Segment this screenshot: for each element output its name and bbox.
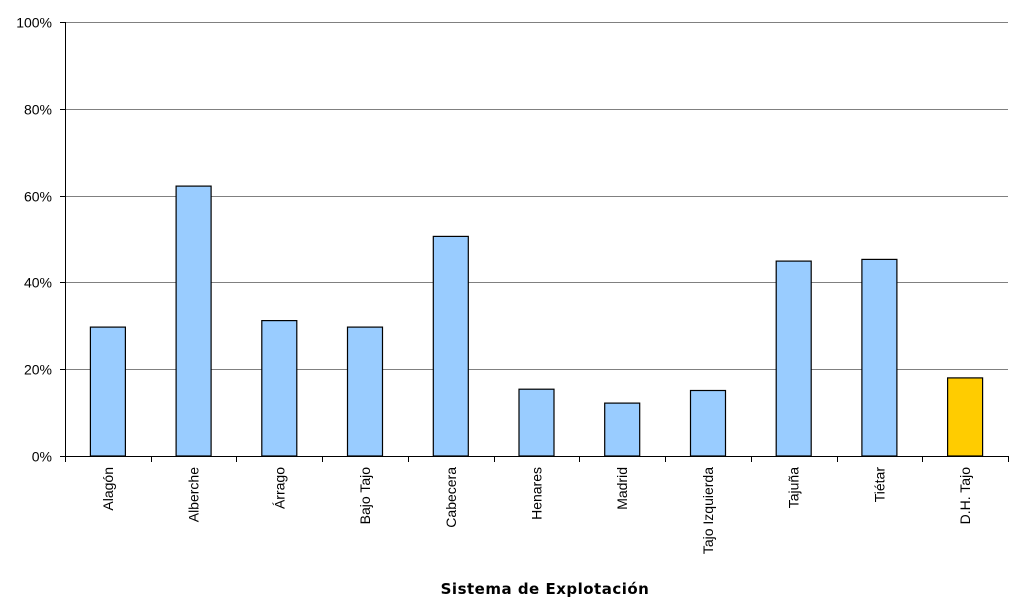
- x-axis-ticks: Alagón Alberche Árrago Bajo Tajo Cabecera Hen…: [65, 456, 1009, 554]
- bar-d-h-tajo: [946, 377, 984, 457]
- x-tick-label: D.H. Tajo: [957, 467, 973, 525]
- x-tick-label: Bajo Tajo: [357, 467, 373, 525]
- y-tick-label: 20%: [24, 362, 52, 378]
- y-tick-label: 100%: [16, 15, 52, 31]
- y-tick-label: 60%: [24, 189, 52, 205]
- x-tick-label: Cabecera: [443, 467, 459, 528]
- y-tick-label: 80%: [24, 102, 52, 118]
- x-tick-label: Árrago: [271, 467, 287, 509]
- y-axis-ticks: 0% 20% 40% 60% 80% 100%: [16, 15, 65, 465]
- x-tick-label: Henares: [529, 467, 545, 520]
- x-tick-label: Alberche: [186, 467, 202, 522]
- bar-ti-tar: [861, 258, 898, 457]
- y-tick-label: 40%: [24, 275, 52, 291]
- x-tick-label: Tiétar: [871, 467, 887, 503]
- bars: [89, 185, 984, 457]
- bar-cabecera: [432, 235, 469, 457]
- bar-henares: [518, 388, 555, 457]
- bar-alberche: [175, 185, 212, 457]
- x-tick-label: Tajuña: [786, 467, 802, 508]
- bar-alag-n: [89, 326, 127, 457]
- bar--rrago: [261, 320, 298, 457]
- x-axis-title: Sistema de Explotación: [441, 580, 650, 598]
- axes: [65, 22, 1008, 457]
- bar-taju-a: [775, 260, 812, 457]
- bar-tajo-izquierda: [689, 389, 727, 457]
- x-tick-label: Madrid: [614, 467, 630, 510]
- bar-bajo-tajo: [346, 326, 384, 457]
- y-tick-label: 0%: [32, 449, 52, 465]
- gridlines: [65, 22, 1008, 370]
- x-tick-label: Tajo Izquierda: [700, 467, 716, 554]
- x-tick-label: Alagón: [100, 467, 116, 511]
- bar-madrid: [604, 402, 641, 457]
